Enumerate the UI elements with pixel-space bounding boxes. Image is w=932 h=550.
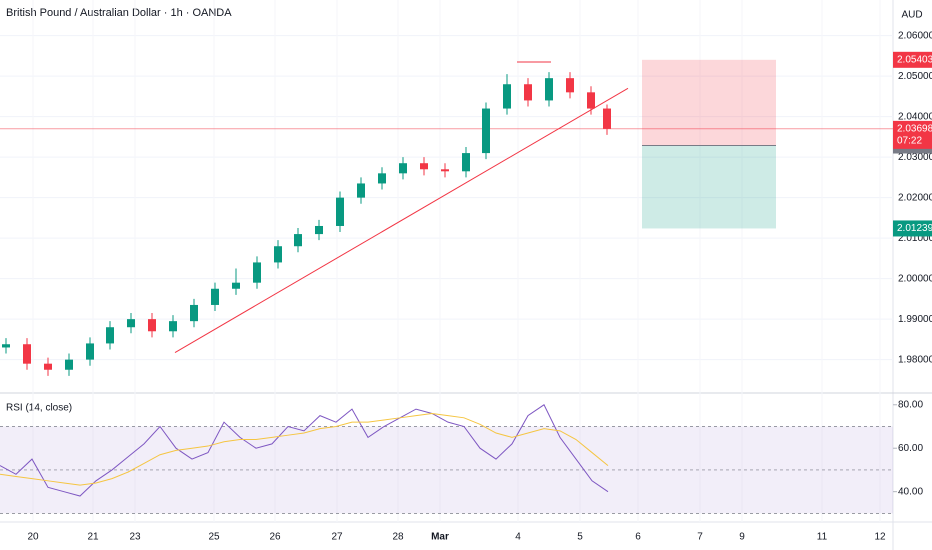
y-tick-label: 1.98000 bbox=[898, 354, 932, 365]
x-tick-label: 9 bbox=[739, 532, 745, 543]
risk-zone bbox=[642, 59, 776, 146]
x-tick-label: 12 bbox=[874, 532, 886, 543]
candle-body bbox=[482, 108, 490, 154]
candle-body bbox=[603, 108, 611, 129]
candle-body bbox=[503, 84, 511, 109]
rsi-tick-label: 80.00 bbox=[898, 399, 923, 410]
y-tick-label: 2.03000 bbox=[898, 152, 932, 163]
candle-body bbox=[148, 319, 156, 332]
candle-body bbox=[441, 169, 449, 172]
chart-title: British Pound / Australian Dollar · 1h ·… bbox=[6, 7, 232, 19]
candle-body bbox=[253, 262, 261, 283]
x-tick-label: 27 bbox=[331, 532, 343, 543]
candle-body bbox=[462, 153, 470, 172]
x-tick-label: Mar bbox=[431, 532, 449, 543]
x-tick-label: 20 bbox=[27, 532, 39, 543]
rsi-line bbox=[0, 404, 609, 497]
y-tick-label: 2.00000 bbox=[898, 273, 932, 284]
candle-body bbox=[106, 327, 114, 344]
rsi-tick-label: 60.00 bbox=[898, 443, 923, 454]
countdown: 07:22 bbox=[897, 136, 922, 147]
trendline bbox=[174, 87, 629, 353]
candle-body bbox=[587, 92, 595, 109]
candle-body bbox=[524, 84, 532, 101]
candle-body bbox=[357, 183, 365, 198]
candle-body bbox=[44, 363, 52, 370]
candle-body bbox=[315, 225, 323, 235]
rsi-line bbox=[0, 412, 609, 486]
candle-body bbox=[2, 344, 10, 348]
candle-body bbox=[169, 321, 177, 332]
x-tick-label: 28 bbox=[392, 532, 404, 543]
candle-body bbox=[65, 359, 73, 370]
y-tick-label: 2.05000 bbox=[898, 71, 932, 82]
candle-body bbox=[378, 173, 386, 184]
rsi-tick-label: 40.00 bbox=[898, 486, 923, 497]
candle-body bbox=[399, 163, 407, 174]
y-tick-label: 2.02000 bbox=[898, 192, 932, 203]
candle-body bbox=[274, 246, 282, 263]
x-tick-label: 25 bbox=[208, 532, 220, 543]
y-tick-label: 1.99000 bbox=[898, 314, 932, 325]
price-tag-label: 2.01239 bbox=[897, 223, 932, 234]
y-tick-label: 2.01000 bbox=[898, 233, 932, 244]
price-tag bbox=[893, 51, 932, 68]
candle-body bbox=[336, 197, 344, 226]
reward-zone bbox=[642, 145, 776, 229]
candle-body bbox=[232, 282, 240, 289]
candle-body bbox=[190, 304, 198, 322]
x-tick-label: 7 bbox=[697, 532, 703, 543]
candle-body bbox=[545, 78, 553, 101]
x-tick-label: 26 bbox=[269, 532, 281, 543]
price-tag bbox=[893, 120, 932, 149]
x-tick-label: 11 bbox=[817, 532, 828, 543]
x-tick-label: 4 bbox=[515, 532, 521, 543]
price-tag bbox=[893, 220, 932, 237]
x-tick-label: 21 bbox=[87, 532, 99, 543]
candle-body bbox=[211, 288, 219, 305]
rsi-title: RSI (14, close) bbox=[6, 403, 72, 414]
candle-body bbox=[86, 343, 94, 360]
x-tick-label: 5 bbox=[577, 532, 583, 543]
y-tick-label: 2.06000 bbox=[898, 30, 932, 41]
x-tick-label: 6 bbox=[635, 532, 641, 543]
x-tick-label: 23 bbox=[129, 532, 141, 543]
price-tag-label: 2.05403 bbox=[897, 54, 932, 65]
candle-body bbox=[420, 163, 428, 170]
y-tick-label: 2.04000 bbox=[898, 111, 932, 122]
price-tag-label: 2.03698 bbox=[897, 124, 932, 135]
candle-body bbox=[23, 344, 31, 364]
candle-body bbox=[294, 234, 302, 247]
currency: AUD bbox=[901, 10, 922, 21]
candle-body bbox=[127, 319, 135, 328]
candle-body bbox=[566, 78, 574, 93]
